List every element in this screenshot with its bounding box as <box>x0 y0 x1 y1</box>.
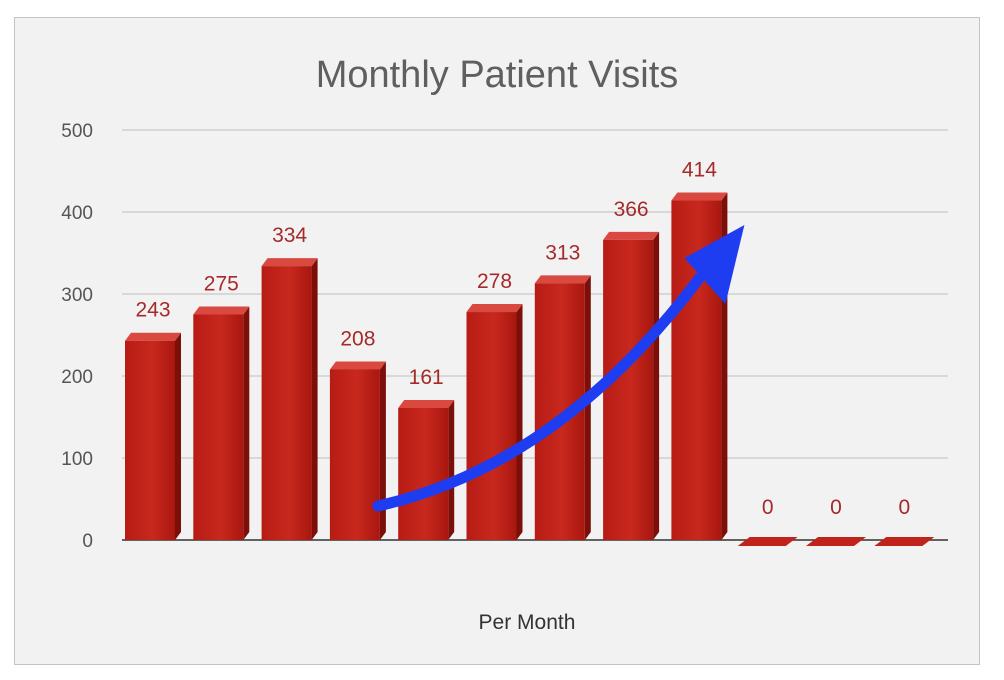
bar-side <box>584 275 591 540</box>
y-tick-label: 400 <box>61 203 93 224</box>
bar-top <box>125 332 181 341</box>
trend-arrow-shaft <box>372 272 705 512</box>
data-label: 278 <box>477 270 512 293</box>
bar-front <box>329 369 380 540</box>
data-label: 161 <box>409 366 444 389</box>
y-tick-label: 500 <box>61 121 93 142</box>
bars <box>125 192 935 546</box>
bar-front <box>125 340 175 540</box>
bar-top <box>603 231 660 240</box>
bar-side <box>653 231 660 540</box>
bar <box>261 258 318 540</box>
bar <box>603 231 660 540</box>
y-tick-label: 0 <box>82 531 93 552</box>
bar-top <box>193 306 250 315</box>
bar-side <box>311 258 318 540</box>
bar-side <box>448 399 455 540</box>
bar-side <box>243 306 250 540</box>
bar-top <box>671 192 728 201</box>
data-label: 366 <box>614 198 649 221</box>
bar-side <box>379 361 386 540</box>
bar-front <box>261 266 312 540</box>
bar-top <box>466 304 523 313</box>
y-tick-label: 200 <box>61 367 93 388</box>
data-label: 334 <box>272 224 307 247</box>
trend-arrow-head <box>684 225 745 304</box>
bar-front <box>466 312 517 540</box>
bar <box>874 537 935 546</box>
bar-flat <box>737 537 798 546</box>
trend-annotation <box>372 225 745 512</box>
data-labels: 243 275 334 208 161 278 313 366 414 0 0 0 <box>135 159 910 519</box>
bar-flat <box>806 537 866 546</box>
gridlines <box>122 129 948 541</box>
bar <box>737 537 798 546</box>
x-axis-label: Per Month <box>479 611 576 634</box>
data-label: 243 <box>135 299 170 322</box>
bar <box>466 304 523 540</box>
bar <box>398 399 455 540</box>
data-label: 0 <box>898 496 910 519</box>
chart-title: Monthly Patient Visits <box>316 54 679 96</box>
bar-front <box>398 407 449 540</box>
y-tick-label: 300 <box>61 285 93 306</box>
bar-front <box>193 314 244 540</box>
bar-flat <box>874 537 935 546</box>
bar-side <box>516 304 523 540</box>
data-label: 0 <box>762 496 774 519</box>
y-axis-ticks: 0 100 200 300 400 500 <box>61 121 93 552</box>
data-label: 313 <box>545 241 580 264</box>
bar-top <box>398 399 455 408</box>
bar-front <box>603 239 654 540</box>
data-label: 414 <box>682 159 717 182</box>
bar-top <box>329 361 386 370</box>
bar-top <box>261 258 318 267</box>
bar <box>125 332 181 540</box>
bar <box>329 361 386 540</box>
bar-top <box>534 275 591 284</box>
data-label: 0 <box>830 496 842 519</box>
data-label: 275 <box>204 273 239 296</box>
data-label: 208 <box>340 327 375 350</box>
bar-side <box>175 332 181 540</box>
bar <box>193 306 250 540</box>
y-tick-label: 100 <box>61 449 93 470</box>
bar <box>806 537 866 546</box>
